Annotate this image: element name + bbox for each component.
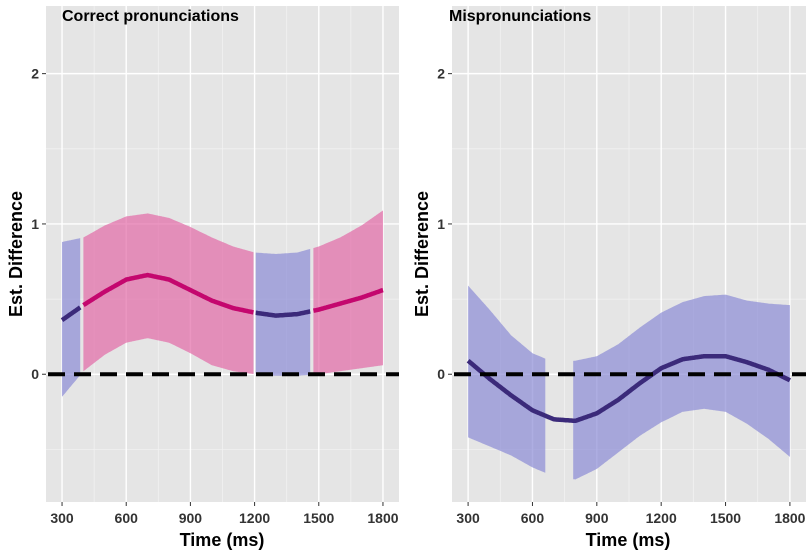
x-axis-title: Time (ms) [180, 530, 265, 550]
axis-ticks: 300 600 900 1200 1500 1800 0 1 2 [437, 66, 805, 526]
y-tick-label: 0 [437, 366, 445, 382]
estimate-lines [60, 272, 385, 322]
panel-mispronunciations: 300 600 900 1200 1500 1800 0 1 2 Mispronunciatio… [412, 6, 806, 550]
x-tick-label: 1800 [774, 510, 805, 526]
confidence-band-2 [83, 213, 254, 375]
confidence-band-1 [468, 285, 546, 473]
x-axis-title: Time (ms) [586, 530, 671, 550]
estimate-line-1 [60, 305, 82, 322]
estimate-line-4 [312, 287, 385, 313]
estimate-line-2 [82, 272, 255, 315]
confidence-band-2 [573, 294, 790, 480]
y-tick-label: 0 [31, 366, 39, 382]
x-tick-label: 900 [585, 510, 609, 526]
axis-ticks: 300 600 900 1200 1500 1800 0 1 2 [31, 66, 399, 526]
y-tick-label: 2 [31, 66, 39, 82]
x-tick-label: 300 [456, 510, 480, 526]
x-tick-label: 1500 [710, 510, 741, 526]
confidence-band-4 [313, 210, 383, 375]
panel-correct-pronunciations: 300 600 900 1200 1500 1800 0 1 2 Correct pronunc… [6, 6, 399, 550]
panel-title: Correct pronunciations [62, 8, 239, 25]
estimate-line-3 [254, 309, 312, 318]
x-tick-label: 600 [115, 510, 139, 526]
estimate-line-1 [466, 353, 792, 424]
confidence-bands [62, 210, 383, 397]
panel-title: Mispronunciations [449, 8, 591, 25]
y-axis-title: Est. Difference [6, 191, 26, 317]
estimate-lines [466, 353, 792, 424]
y-tick-label: 2 [437, 66, 445, 82]
x-tick-label: 1200 [646, 510, 677, 526]
confidence-band-1 [62, 238, 81, 397]
y-tick-label: 1 [31, 216, 39, 232]
x-tick-label: 900 [179, 510, 203, 526]
x-tick-label: 600 [521, 510, 545, 526]
y-tick-label: 1 [437, 216, 445, 232]
x-tick-label: 1500 [303, 510, 334, 526]
y-axis-title: Est. Difference [412, 191, 432, 317]
x-tick-label: 1200 [239, 510, 270, 526]
x-tick-label: 1800 [367, 510, 398, 526]
confidence-bands [468, 285, 790, 480]
x-tick-label: 300 [50, 510, 74, 526]
confidence-band-3 [255, 248, 311, 376]
